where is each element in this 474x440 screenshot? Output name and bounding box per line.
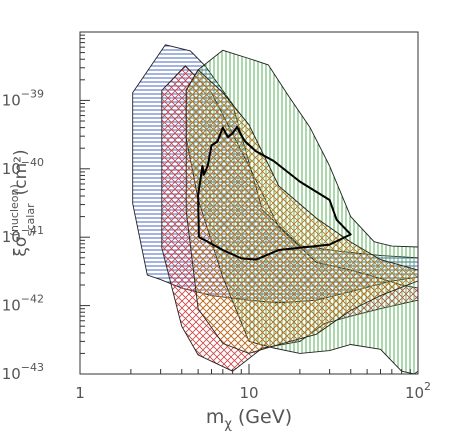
x-axis-title-unit: (GeV) xyxy=(238,406,292,428)
y-axis-title: ξσ(nucleon) scalar (cm²) xyxy=(8,149,37,256)
y-tick-label: 10−43 xyxy=(2,361,44,383)
y-tick-label: 10−39 xyxy=(2,87,44,109)
y-tick-base: 10 xyxy=(2,160,21,178)
contour-line xyxy=(197,125,352,261)
x-tick-label: 1 xyxy=(75,384,85,402)
y-tick-base: 10 xyxy=(2,365,21,383)
y-tick-exp: −41 xyxy=(21,224,44,237)
x-tick-base: 10 xyxy=(405,384,424,402)
y-tick-base: 10 xyxy=(2,297,21,315)
y-tick-exp: −43 xyxy=(21,361,44,374)
y-axis-title-main: ξσ xyxy=(11,236,31,256)
regions-layer xyxy=(132,44,418,374)
y-tick-base: 10 xyxy=(2,228,21,246)
x-tick-label: 102 xyxy=(405,380,431,402)
x-tick-base: 10 xyxy=(239,384,258,402)
y-axis-title-sup: (nucleon) xyxy=(8,184,21,236)
y-tick-label: 10−40 xyxy=(2,156,44,178)
y-tick-exp: −40 xyxy=(21,156,44,169)
x-axis-title-sub: χ xyxy=(224,417,232,432)
x-tick-exp: 2 xyxy=(424,380,431,393)
y-tick-exp: −39 xyxy=(21,87,44,100)
y-tick-base: 10 xyxy=(2,91,21,109)
y-axis-title-sub: scalar xyxy=(24,203,37,236)
y-tick-label: 10−42 xyxy=(2,293,44,315)
x-tick-base: 1 xyxy=(75,384,85,402)
x-axis-title-main: m xyxy=(206,406,225,428)
x-axis-title: mχ (GeV) xyxy=(206,406,292,432)
contour-layer xyxy=(197,125,352,261)
x-axis: 1 10 102 xyxy=(75,364,431,402)
y-axis-title-unit: (cm²) xyxy=(11,149,31,195)
x-tick-label: 10 xyxy=(239,384,258,402)
y-tick-exp: −42 xyxy=(21,293,44,306)
y-tick-label: 10−41 xyxy=(2,224,44,246)
